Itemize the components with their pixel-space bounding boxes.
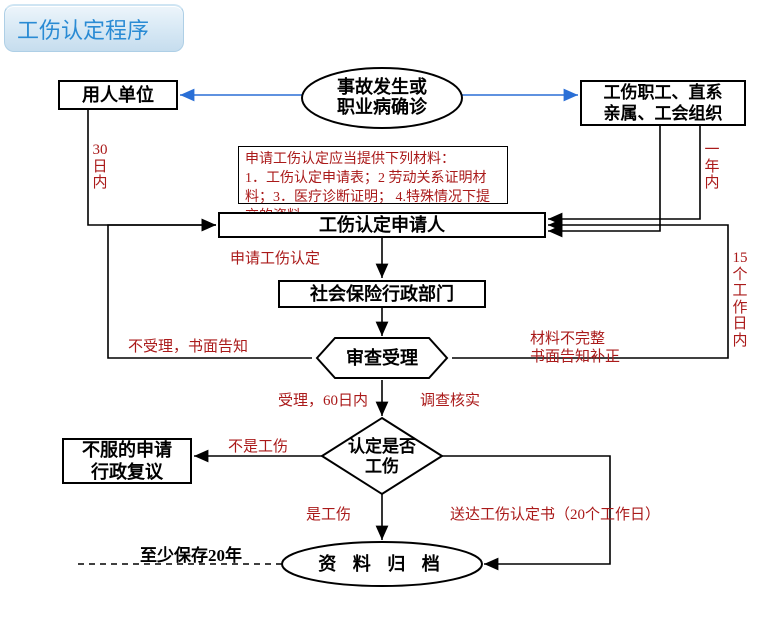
node-admin: 社会保险行政部门 (278, 280, 486, 308)
label-not-injury: 不是工伤 (228, 438, 288, 456)
label-keep: 至少保存20年 (140, 546, 242, 566)
node-victim: 工伤职工、直系亲属、工会组织 (580, 80, 746, 126)
svg-text:认定是否: 认定是否 (348, 436, 416, 456)
node-employer: 用人单位 (58, 80, 178, 110)
node-appeal: 不服的申请行政复议 (62, 438, 192, 484)
label-thirty-days: 30日内 (92, 142, 108, 192)
node-materials-note: 申请工伤认定应当提供下列材料：1．工伤认定申请表；2 劳动关系证明材料；3．医疗… (238, 146, 508, 204)
svg-text:事故发生或: 事故发生或 (337, 76, 427, 97)
label-supplement2: 书面告知补正 (530, 348, 620, 366)
label-apply: 申请工伤认定 (230, 250, 320, 268)
label-supplement1: 材料不完整 (530, 330, 605, 348)
label-fifteen-days: 15个工作日内 (732, 250, 748, 349)
svg-text:职业病确诊: 职业病确诊 (337, 96, 428, 117)
label-is-injury: 是工伤 (306, 506, 351, 524)
svg-text:审查受理: 审查受理 (346, 347, 418, 368)
page-title: 工伤认定程序 (4, 4, 184, 52)
label-deliver: 送达工伤认定书（20个工作日） (450, 506, 660, 524)
node-applicant: 工伤认定申请人 (218, 212, 546, 238)
svg-text:资 料 归 档: 资 料 归 档 (318, 553, 446, 574)
label-reject: 不受理，书面告知 (128, 338, 248, 356)
svg-text:工伤: 工伤 (365, 456, 399, 476)
label-investigate: 调查核实 (420, 392, 480, 410)
label-accept: 受理，60日内 (278, 392, 368, 410)
label-one-year: 一年内 (704, 142, 720, 192)
